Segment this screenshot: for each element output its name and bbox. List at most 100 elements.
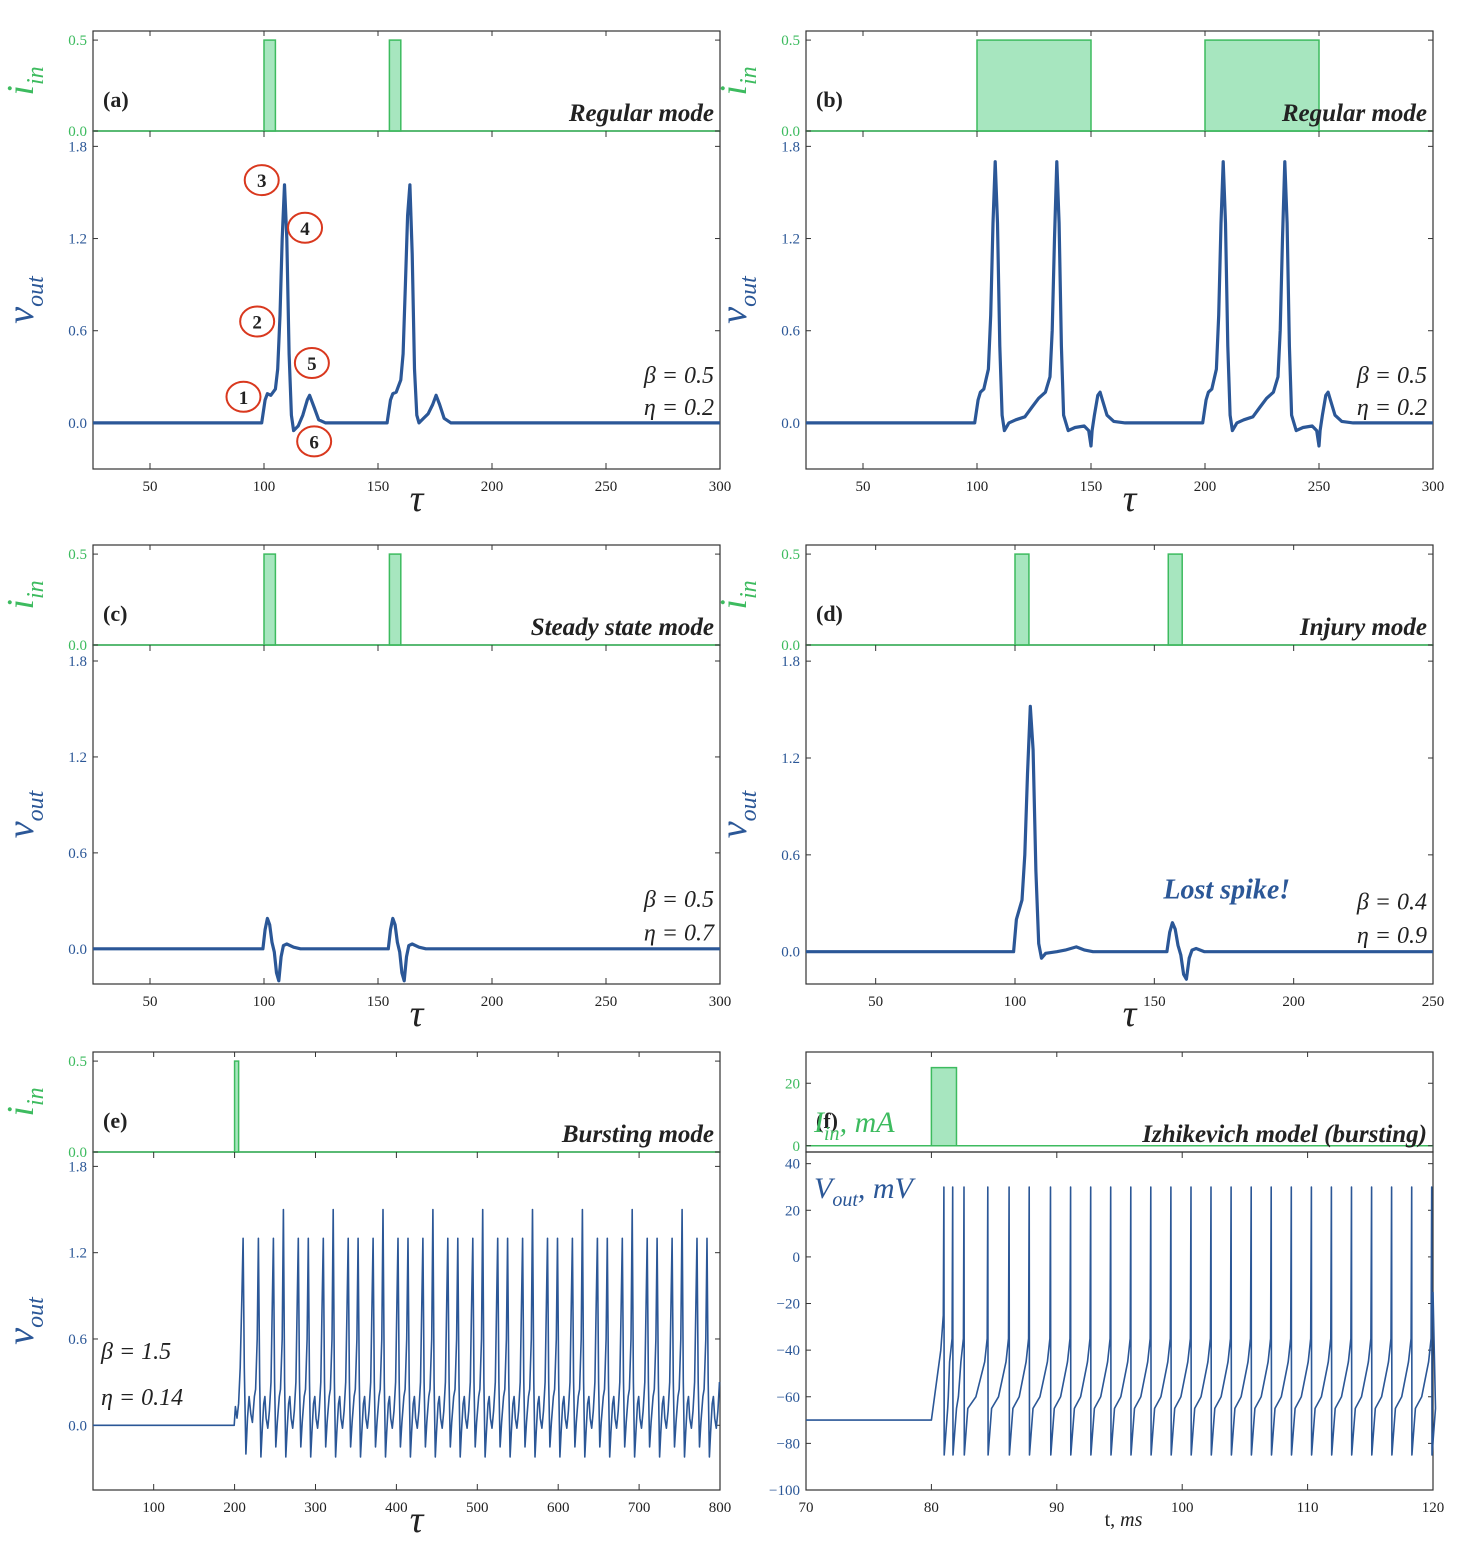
output-y-tick-label: −40 — [777, 1343, 800, 1359]
panel-c: 0.0 0.5 0.0 0.6 1.2 1.8 50 100 150 200 250 300 (c) St… — [0, 544, 732, 1035]
input-pulse — [263, 553, 277, 646]
output-trace — [93, 183, 720, 433]
input-pulse — [1014, 553, 1030, 646]
x-tick-label: 200 — [481, 994, 504, 1010]
callout-number: 1 — [239, 388, 249, 409]
panel-a: 0.0 0.5 0.0 0.6 1.2 1.8 50 100 150 200 250 300 (a) Re… — [0, 30, 732, 520]
param-beta: β = 0.5 — [643, 887, 714, 913]
callout-circle — [225, 380, 262, 413]
mode-label: Regular mode — [1281, 100, 1427, 127]
input-pulse — [388, 39, 402, 132]
param-eta: η = 0.14 — [101, 1385, 183, 1411]
input-pulse — [388, 553, 402, 646]
x-tick-label: 150 — [1080, 479, 1103, 495]
output-y-tick-label: 0.6 — [781, 324, 800, 340]
output-plot-frame — [805, 644, 1434, 985]
x-tick-label: 110 — [1297, 1500, 1319, 1516]
x-tick-label: 100 — [1171, 1500, 1194, 1516]
output-trace — [806, 1186, 1437, 1456]
output-axis-label: vout — [0, 1296, 49, 1345]
output-y-tick-label: 1.2 — [781, 232, 800, 248]
input-y-tick-label: 0.5 — [68, 547, 87, 563]
callout-circle — [287, 211, 324, 244]
panel-label: (d) — [816, 601, 843, 626]
input-pulse — [1167, 553, 1183, 646]
input-y-tick-label: 0.5 — [781, 547, 800, 563]
x-tick-label: 50 — [143, 994, 158, 1010]
param-beta: β = 0.5 — [643, 363, 714, 389]
panel-label: (f) — [816, 1108, 838, 1133]
param-eta: η = 0.2 — [644, 395, 714, 421]
x-tick-label: 50 — [143, 479, 158, 495]
mode-label: Steady state mode — [531, 614, 714, 641]
input-axis-label: Iin, mA — [813, 1106, 895, 1145]
input-axis-label: iin — [713, 580, 762, 609]
output-y-tick-label: 0.0 — [68, 416, 87, 432]
output-trace — [93, 916, 720, 983]
output-axis-label: vout — [713, 275, 762, 324]
input-pulse — [263, 39, 277, 132]
x-tick-label: 300 — [709, 994, 732, 1010]
output-y-tick-label: 0 — [793, 1250, 801, 1266]
param-eta: η = 0.9 — [1357, 923, 1427, 949]
output-y-tick-label: 1.2 — [68, 232, 87, 248]
panel-label: (b) — [816, 87, 843, 112]
output-y-tick-label: 1.8 — [781, 139, 800, 155]
input-y-tick-label: 0.0 — [781, 638, 800, 654]
x-axis-label: τ — [1123, 993, 1138, 1035]
output-y-tick-label: −100 — [769, 1483, 800, 1499]
x-tick-label: 200 — [481, 479, 504, 495]
x-tick-label: 250 — [1422, 994, 1445, 1010]
x-axis-label: τ — [1123, 478, 1138, 520]
x-tick-label: 250 — [595, 479, 618, 495]
x-tick-label: 250 — [595, 994, 618, 1010]
input-pulse — [976, 39, 1092, 132]
x-axis-label: t, ms — [1105, 1509, 1143, 1531]
x-tick-label: 100 — [253, 479, 276, 495]
output-y-tick-label: 1.8 — [68, 654, 87, 670]
x-tick-label: 150 — [1143, 994, 1166, 1010]
output-trace — [93, 1208, 721, 1458]
output-trace — [806, 704, 1433, 981]
panel-label: (a) — [103, 87, 129, 112]
x-tick-label: 100 — [966, 479, 989, 495]
x-axis-label: τ — [410, 1499, 425, 1541]
x-tick-label: 600 — [547, 1500, 570, 1516]
x-tick-label: 300 — [1422, 479, 1445, 495]
x-tick-label: 120 — [1422, 1500, 1445, 1516]
x-tick-label: 80 — [924, 1500, 939, 1516]
output-y-tick-label: −80 — [777, 1436, 800, 1452]
x-tick-label: 100 — [142, 1500, 165, 1516]
panel-b: 0.0 0.5 0.0 0.6 1.2 1.8 50 100 150 200 250 300 (b) Re… — [713, 30, 1445, 520]
output-y-tick-label: 0.6 — [68, 324, 87, 340]
input-y-tick-label: 0.5 — [68, 33, 87, 49]
input-pulse — [930, 1066, 958, 1147]
x-tick-label: 300 — [709, 479, 732, 495]
input-y-tick-label: 0.0 — [68, 1145, 87, 1161]
x-axis-label: τ — [410, 478, 425, 520]
mode-label: Injury mode — [1299, 614, 1427, 641]
callout-number: 2 — [252, 313, 262, 334]
output-trace — [806, 160, 1433, 448]
output-axis-label: vout — [713, 789, 762, 838]
input-axis-label: iin — [0, 580, 49, 609]
input-y-tick-label: 0.0 — [68, 124, 87, 140]
output-y-tick-label: 20 — [785, 1203, 800, 1219]
input-y-tick-label: 20 — [785, 1076, 800, 1092]
output-y-tick-label: 1.2 — [68, 750, 87, 766]
x-axis-label: τ — [410, 993, 425, 1035]
callout-circle — [296, 425, 333, 458]
x-tick-label: 200 — [1194, 479, 1217, 495]
x-tick-label: 250 — [1308, 479, 1331, 495]
param-eta: η = 0.2 — [1357, 395, 1427, 421]
panel-e: 0.0 0.5 0.0 0.6 1.2 1.8 100 200 300 400 500 600 700 8… — [0, 1051, 731, 1541]
output-y-tick-label: 0.0 — [781, 945, 800, 961]
input-y-tick-label: 0.5 — [781, 33, 800, 49]
panel-label: (e) — [103, 1108, 127, 1133]
x-tick-label: 300 — [304, 1500, 327, 1516]
output-y-tick-label: 0.0 — [781, 416, 800, 432]
output-y-tick-label: 0.0 — [68, 1418, 87, 1434]
x-tick-label: 500 — [466, 1500, 489, 1516]
callout-circle — [243, 164, 280, 197]
